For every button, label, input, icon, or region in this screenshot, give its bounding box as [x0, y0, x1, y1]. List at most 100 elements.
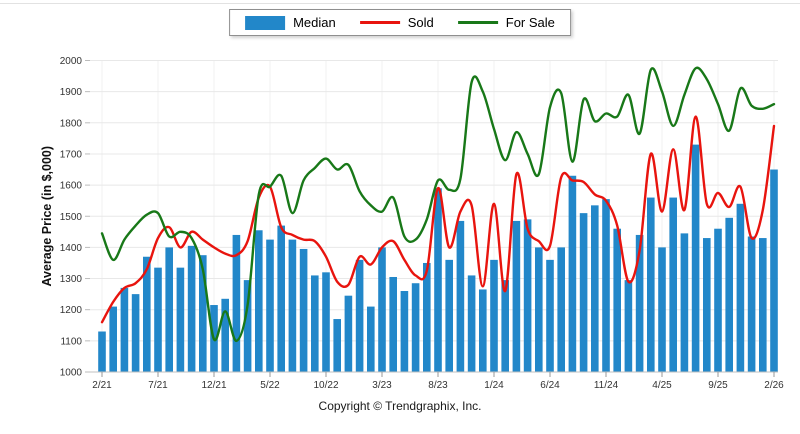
x-tick-label: 9/25 [708, 380, 728, 391]
x-tick-labels: 2/21 7/21 12/21 5/22 10/22 3/23 8/23 1/24 6/24 11… [92, 372, 784, 391]
x-tick-label: 12/21 [201, 380, 226, 391]
median-bar [322, 272, 330, 372]
median-bar [624, 280, 633, 372]
median-bar [311, 275, 319, 372]
legend-item-sold: Sold [359, 15, 434, 30]
y-tick-label: 1000 [60, 368, 83, 379]
median-bar [445, 259, 453, 372]
median-bar [434, 188, 442, 372]
legend: Median Sold For Sale [229, 9, 571, 36]
median-bar [658, 247, 666, 372]
y-tick-label: 1400 [60, 243, 83, 254]
x-tick-label: 5/22 [260, 380, 280, 391]
median-bar [557, 247, 565, 372]
sold-line-swatch-icon [359, 21, 400, 24]
y-tick-label: 1700 [60, 149, 83, 160]
legend-label-median: Median [293, 15, 336, 30]
median-bar [389, 276, 397, 372]
median-bar [277, 225, 285, 372]
median-bar [367, 306, 375, 372]
median-bar [120, 287, 129, 372]
x-tick-label: 6/24 [540, 380, 560, 391]
median-bar [187, 245, 196, 372]
top-divider [0, 3, 800, 4]
copyright-text: Copyright © Trendgraphix, Inc. [318, 399, 482, 413]
median-bar [344, 295, 353, 372]
median-bar [355, 259, 364, 372]
legend-label-forsale: For Sale [505, 15, 555, 30]
sold-line [100, 115, 776, 324]
median-bar [255, 230, 263, 372]
median-bar [703, 238, 711, 372]
median-bar [176, 267, 185, 372]
median-bar [467, 275, 476, 372]
median-bar [378, 247, 386, 372]
x-tick-label: 10/22 [313, 380, 338, 391]
median-bar [199, 255, 207, 372]
median-bar [725, 217, 733, 372]
median-bar [546, 259, 554, 372]
y-tick-label: 1600 [60, 181, 83, 192]
median-bar [456, 220, 465, 372]
median-bar [747, 236, 756, 372]
median-bar-swatch-icon [245, 15, 286, 30]
median-bar [143, 256, 151, 372]
median-bar [232, 234, 241, 372]
y-tick-label: 1200 [60, 305, 83, 316]
median-bar [691, 144, 700, 372]
median-bar [579, 213, 588, 372]
median-bar [165, 247, 173, 372]
median-bar [647, 197, 655, 372]
x-tick-label: 2/21 [92, 380, 112, 391]
chart-svg: 1000 1100 1200 1300 1400 1500 1600 1700 1800 1900… [40, 56, 784, 391]
y-tick-label: 2000 [60, 56, 83, 67]
legend-item-forsale: For Sale [457, 15, 555, 30]
median-bar [299, 248, 308, 372]
x-tick-label: 1/24 [484, 380, 504, 391]
median-bar [770, 169, 778, 372]
x-tick-label: 2/26 [764, 380, 784, 391]
median-bar [411, 283, 420, 372]
median-bar [221, 298, 229, 372]
median-bar [613, 228, 621, 372]
x-tick-label: 3/23 [372, 380, 392, 391]
median-bar [736, 203, 745, 372]
median-bar [523, 219, 532, 372]
median-bar [400, 291, 409, 372]
median-bar [479, 289, 487, 372]
median-bar [333, 319, 341, 372]
y-tick-label: 1500 [60, 212, 83, 223]
y-tick-label: 1900 [60, 87, 83, 98]
x-tick-label: 4/25 [652, 380, 672, 391]
y-tick-label: 1300 [60, 274, 83, 285]
median-bar [109, 306, 117, 372]
legend-item-median: Median [245, 15, 336, 30]
y-axis-title: Average Price (in $,000) [40, 146, 54, 287]
median-bar [635, 234, 644, 372]
median-bar [512, 220, 521, 372]
legend-label-sold: Sold [407, 15, 434, 30]
median-bar [131, 294, 140, 372]
y-tick-label: 1800 [60, 118, 83, 129]
y-tick-label: 1100 [60, 336, 82, 347]
median-bar [602, 199, 610, 372]
median-bar [154, 267, 162, 372]
forsale-line-swatch-icon [457, 21, 498, 24]
x-tick-label: 8/23 [428, 380, 448, 391]
x-tick-label: 7/21 [148, 380, 168, 391]
median-bar [423, 262, 431, 372]
median-bar [568, 175, 577, 372]
median-bar [243, 280, 252, 372]
median-bar [98, 331, 106, 372]
median-bar [490, 259, 498, 372]
median-bar [680, 233, 689, 372]
median-bar [266, 239, 274, 372]
median-bar [535, 247, 543, 372]
median-bar [759, 238, 767, 372]
forsale-line [100, 66, 776, 343]
median-bar [501, 280, 509, 372]
y-tick-labels: 1000 1100 1200 1300 1400 1500 1600 1700 1800 1900… [60, 56, 83, 379]
x-tick-label: 11/24 [594, 380, 619, 391]
median-bar [714, 228, 722, 372]
